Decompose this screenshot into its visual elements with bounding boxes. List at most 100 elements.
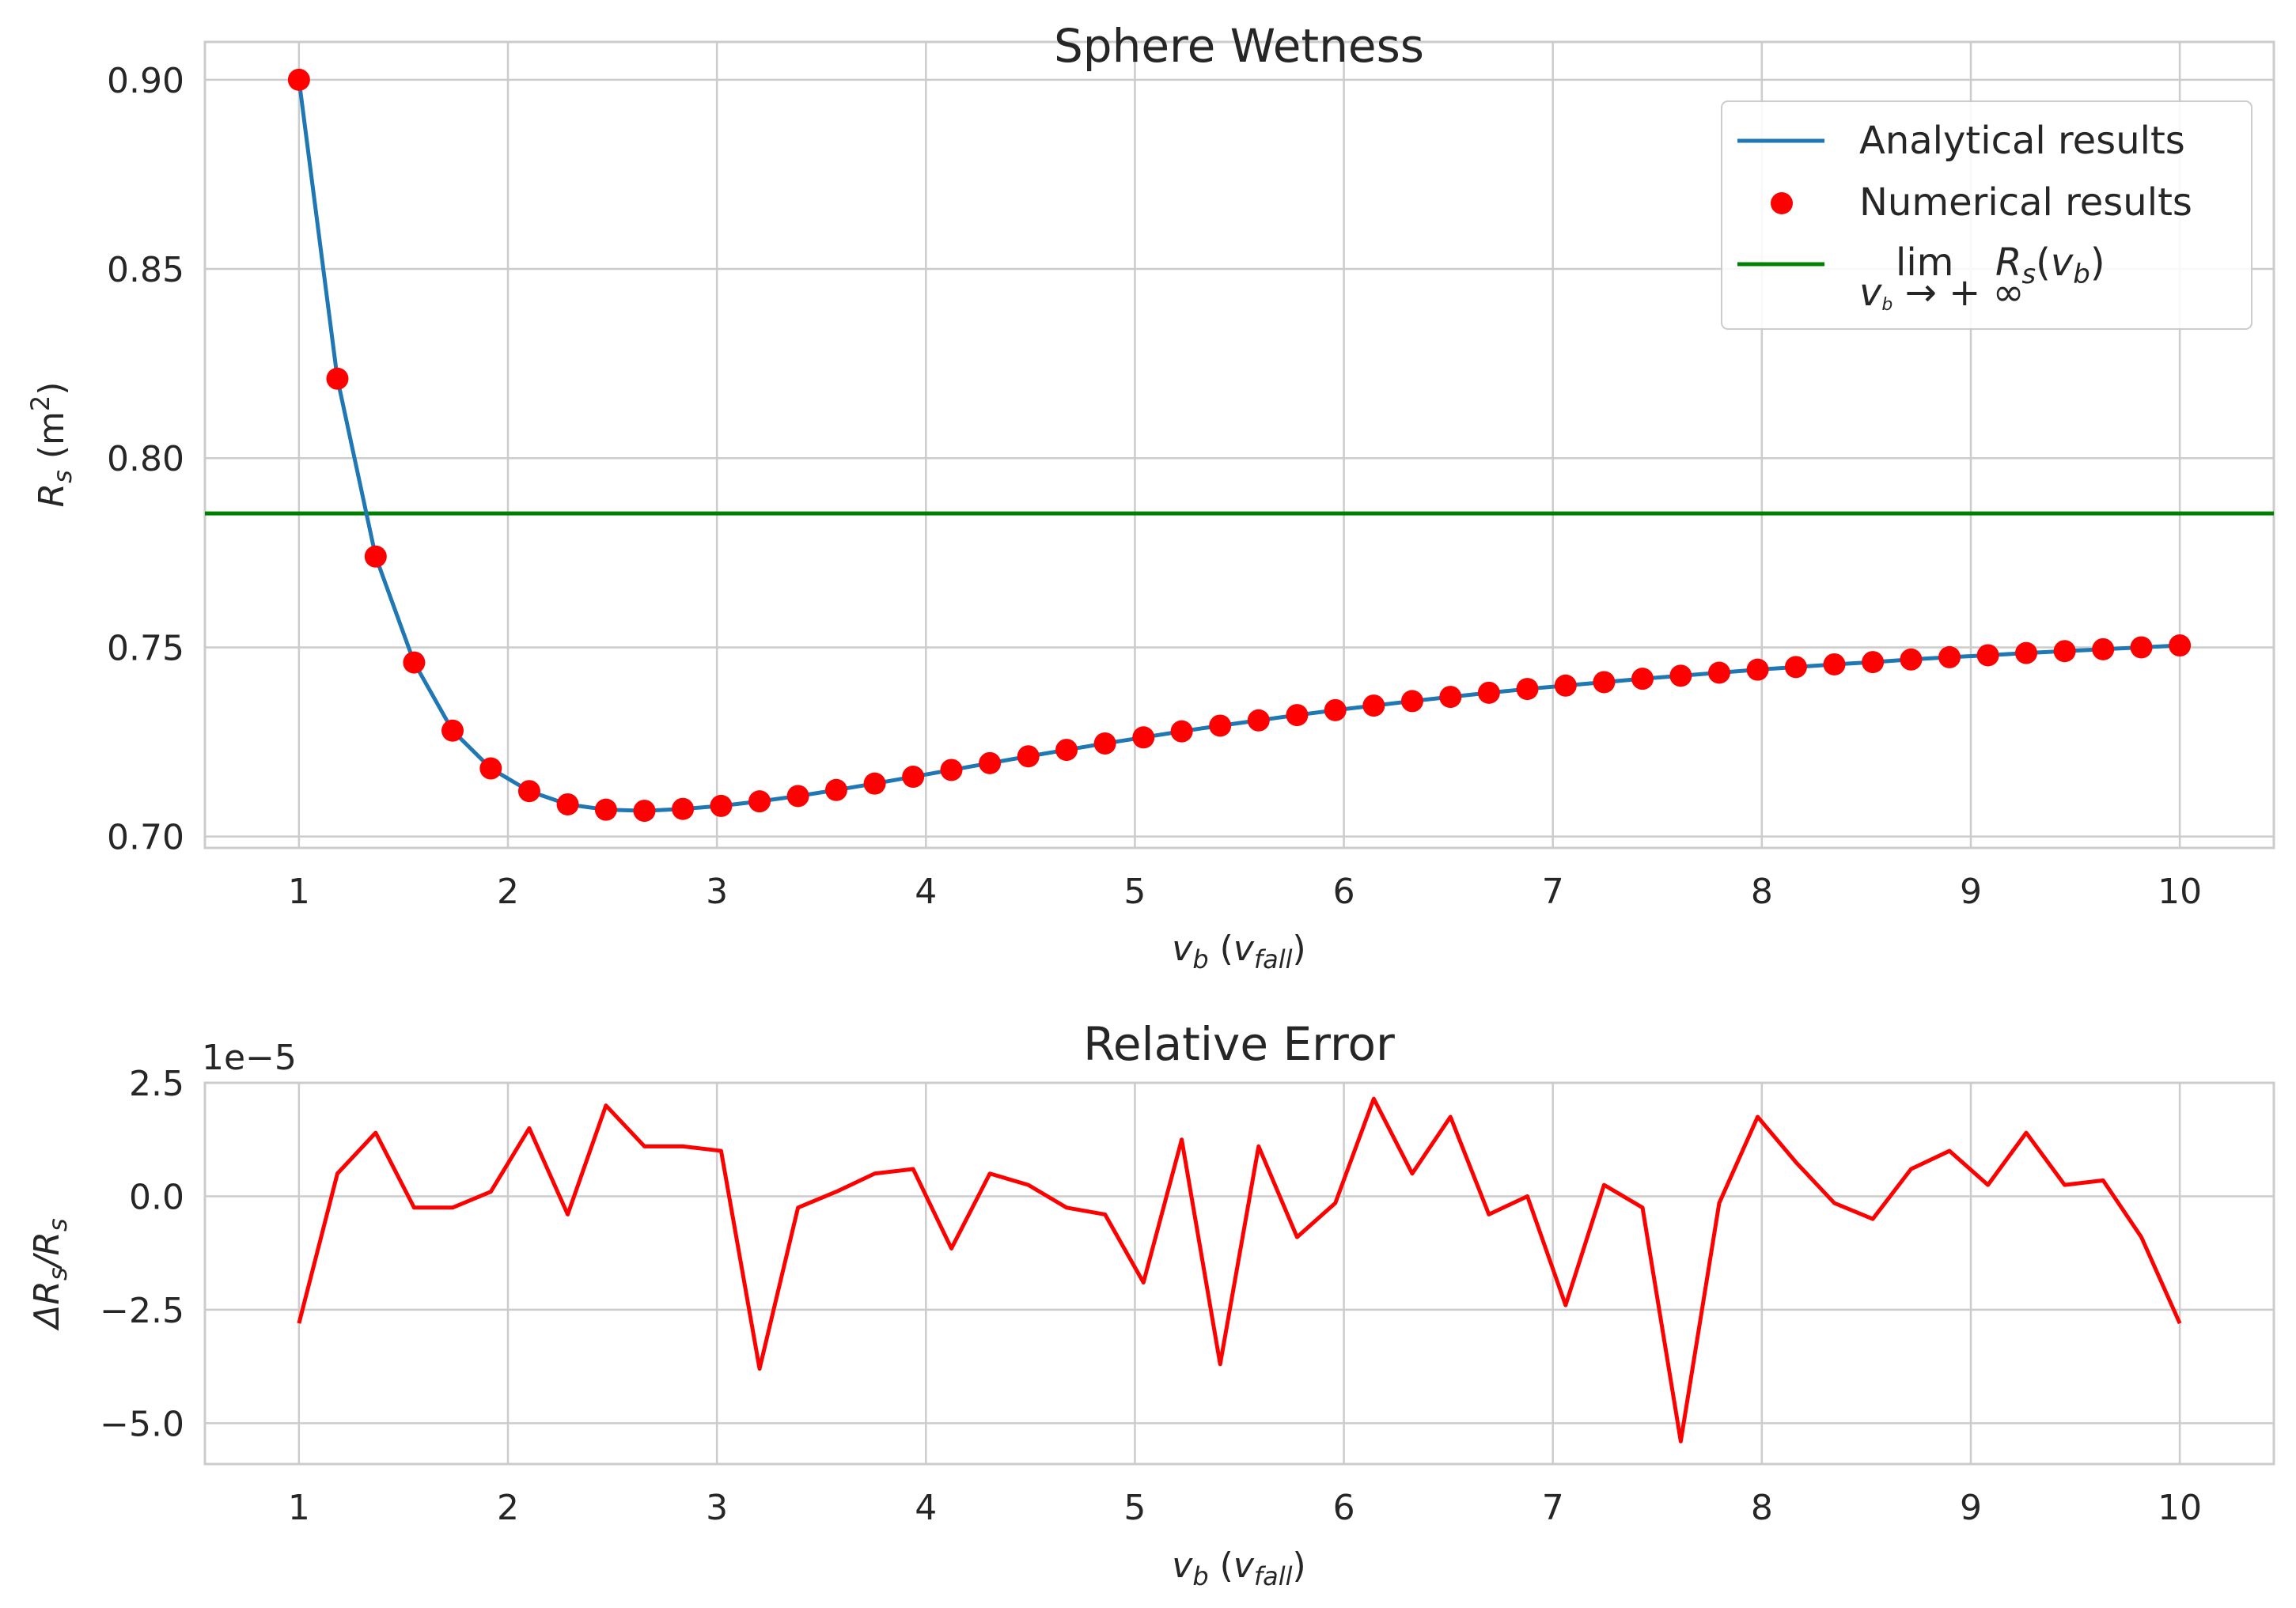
numerical-point <box>1938 645 1961 668</box>
numerical-point <box>710 794 733 817</box>
numerical-point <box>1554 674 1577 697</box>
top-y-tick-label: 0.80 <box>107 439 184 479</box>
legend-box <box>1721 100 2252 330</box>
bottom-y-tick-label: 0.0 <box>129 1177 184 1217</box>
numerical-point <box>364 545 387 568</box>
numerical-point <box>1055 739 1078 762</box>
top-x-tick-label: 1 <box>288 872 310 912</box>
bottom-y-tick-label: −5.0 <box>100 1404 184 1444</box>
top-x-tick-label: 9 <box>1960 872 1982 912</box>
bottom-x-tick-label: 4 <box>915 1488 937 1528</box>
legend-limit-label: lim vb → + ∞ Rs(vb) <box>1859 240 2105 315</box>
numerical-point <box>1209 714 1232 737</box>
legend: Analytical results Numerical results lim… <box>1721 100 2252 330</box>
bottom-y-axis-label: ΔRs/Rs <box>27 1218 73 1330</box>
top-y-tick-labels: 0.70 0.75 0.80 0.85 0.90 <box>107 61 184 858</box>
numerical-points <box>287 68 2192 823</box>
numerical-point <box>479 757 502 780</box>
top-x-tick-label: 8 <box>1751 872 1773 912</box>
numerical-point <box>1516 678 1539 701</box>
top-x-tick-label: 2 <box>497 872 519 912</box>
top-x-axis-label: vb (vfall) <box>1172 929 1305 974</box>
top-plot-frame <box>203 40 2275 849</box>
top-chart-title: Sphere Wetness <box>1054 19 1424 73</box>
numerical-point <box>1631 668 1654 690</box>
bottom-y-offset-label: 1e−5 <box>202 1038 297 1078</box>
legend-numerical-swatch <box>1771 192 1793 214</box>
numerical-point <box>1093 732 1116 755</box>
numerical-point <box>1247 709 1270 732</box>
legend-analytical-label: Analytical results <box>1859 119 2185 163</box>
numerical-point <box>786 785 809 808</box>
sphere-wetness-chart: 1 2 3 4 5 6 7 8 9 10 0.70 0.75 0.80 0.85 0.90 Sphere … <box>25 19 2275 974</box>
numerical-point <box>403 651 426 674</box>
top-y-tick-label: 0.75 <box>107 628 184 668</box>
relative-error-chart: 1 2 3 4 5 6 7 8 9 10 2.5 0.0 −2.5 −5.0 Relative Erro… <box>27 1017 2275 1591</box>
numerical-point <box>940 759 963 781</box>
numerical-point <box>1324 698 1347 721</box>
top-x-tick-label: 4 <box>915 872 937 912</box>
bottom-x-tick-label: 2 <box>497 1488 519 1528</box>
bottom-x-tick-label: 1 <box>288 1488 310 1528</box>
legend-numerical-label: Numerical results <box>1859 180 2192 225</box>
numerical-point <box>979 751 1002 774</box>
bottom-y-tick-label: −2.5 <box>100 1291 184 1331</box>
numerical-point <box>1477 681 1500 704</box>
numerical-point <box>287 68 310 91</box>
numerical-point <box>633 800 656 823</box>
bottom-x-tick-label: 3 <box>706 1488 728 1528</box>
numerical-point <box>594 798 617 821</box>
numerical-point <box>748 790 771 813</box>
svg-text:Rs(vb): Rs(vb) <box>1995 240 2105 290</box>
bottom-x-tick-label: 6 <box>1333 1488 1355 1528</box>
numerical-point <box>1017 745 1040 768</box>
relative-error-line <box>297 1096 2182 1443</box>
numerical-point <box>1170 720 1193 743</box>
numerical-point <box>1286 704 1309 727</box>
bottom-chart-title: Relative Error <box>1083 1017 1395 1071</box>
bottom-x-tick-label: 10 <box>2158 1488 2202 1528</box>
svg-text:vb → + ∞: vb → + ∞ <box>1859 271 2025 315</box>
numerical-point <box>1900 648 1923 671</box>
top-x-tick-labels: 1 2 3 4 5 6 7 8 9 10 <box>288 872 2202 912</box>
bottom-x-tick-label: 7 <box>1542 1488 1564 1528</box>
numerical-point <box>441 719 464 742</box>
bottom-x-tick-label: 8 <box>1751 1488 1773 1528</box>
numerical-point <box>326 367 349 390</box>
top-x-tick-label: 7 <box>1542 872 1564 912</box>
numerical-point <box>2053 640 2076 663</box>
numerical-point <box>556 793 579 815</box>
numerical-point <box>1746 658 1769 681</box>
top-x-tick-label: 10 <box>2158 872 2202 912</box>
top-x-tick-label: 6 <box>1333 872 1355 912</box>
numerical-point <box>1862 651 1885 674</box>
top-y-axis-label: Rs (m2) <box>25 382 78 508</box>
numerical-point <box>1823 653 1846 675</box>
top-x-tick-label: 5 <box>1123 872 1146 912</box>
bottom-plot-frame <box>203 1081 2275 1466</box>
top-y-tick-label: 0.90 <box>107 61 184 101</box>
numerical-point <box>672 797 695 820</box>
numerical-point <box>1976 644 1999 667</box>
numerical-point <box>1400 690 1423 713</box>
bottom-series-line <box>297 1096 2182 1443</box>
numerical-point <box>1132 726 1155 749</box>
numerical-point <box>1669 664 1692 687</box>
numerical-point <box>1593 671 1616 694</box>
bottom-x-tick-labels: 1 2 3 4 5 6 7 8 9 10 <box>288 1488 2202 1528</box>
numerical-point <box>902 766 925 789</box>
top-x-tick-label: 3 <box>706 872 728 912</box>
numerical-point <box>1439 686 1462 709</box>
bottom-x-tick-label: 9 <box>1960 1488 1982 1528</box>
top-y-tick-label: 0.70 <box>107 818 184 858</box>
numerical-point <box>2169 634 2192 657</box>
numerical-point <box>1707 661 1730 684</box>
numerical-point <box>824 778 847 801</box>
numerical-point <box>2014 641 2037 664</box>
numerical-point <box>517 780 540 803</box>
numerical-point <box>2092 638 2115 660</box>
bottom-x-axis-label: vb (vfall) <box>1172 1546 1305 1591</box>
numerical-point <box>863 772 886 795</box>
bottom-y-tick-labels: 2.5 0.0 −2.5 −5.0 <box>100 1064 184 1444</box>
